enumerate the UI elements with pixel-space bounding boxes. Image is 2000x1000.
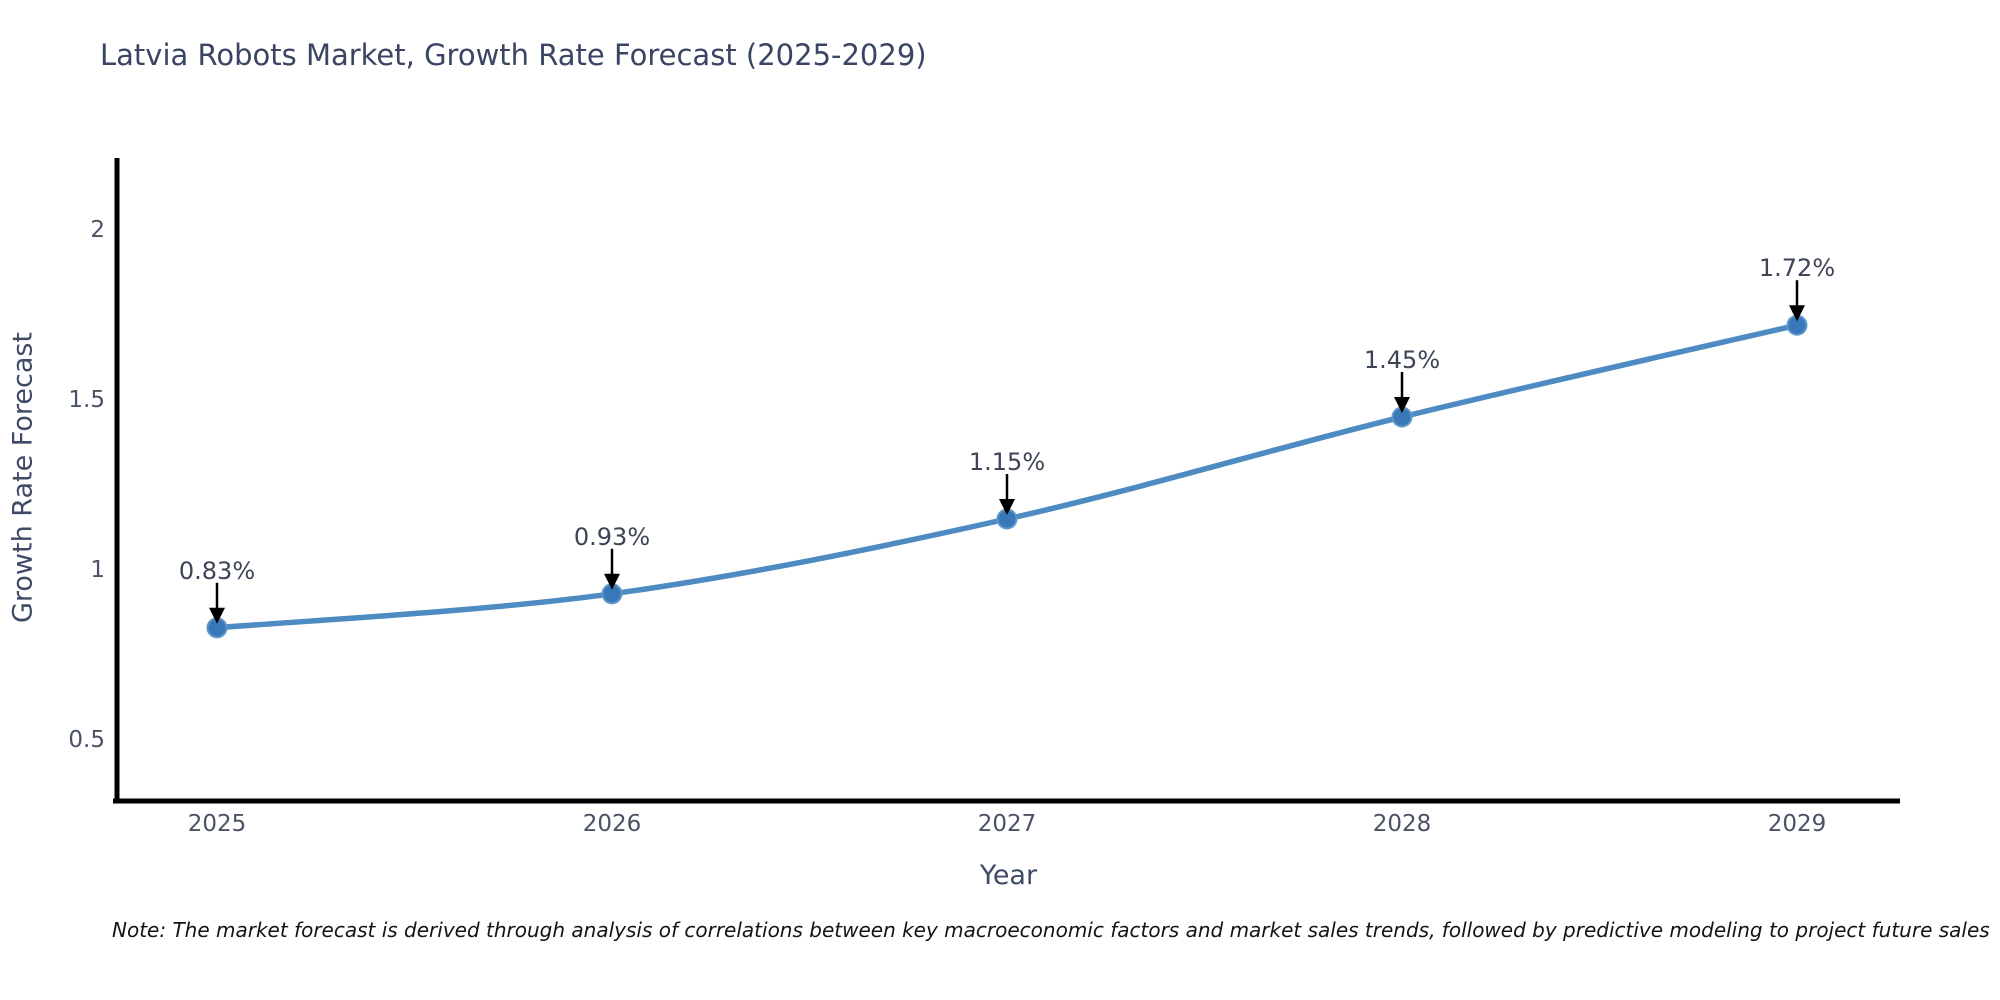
x-tick-label: 2026: [583, 811, 642, 837]
data-point-label: 1.72%: [1759, 254, 1835, 282]
annotation-arrowhead: [209, 607, 225, 624]
y-tick-label: 1: [90, 557, 105, 583]
data-point-label: 1.15%: [969, 448, 1045, 476]
annotation-arrowhead: [1789, 305, 1805, 322]
x-tick-label: 2029: [1768, 811, 1827, 837]
y-tick-label: 1.5: [68, 387, 105, 413]
y-tick-label: 2: [90, 217, 105, 243]
x-tick-label: 2028: [1373, 811, 1432, 837]
annotation-arrowhead: [1394, 397, 1410, 413]
chart-title: Latvia Robots Market, Growth Rate Foreca…: [100, 38, 927, 72]
data-point-label: 0.93%: [574, 523, 650, 551]
y-tick-label: 0.5: [68, 727, 105, 753]
x-tick-label: 2025: [188, 811, 247, 837]
data-point-label: 1.45%: [1364, 346, 1440, 374]
annotation-arrowhead: [999, 499, 1015, 515]
footnote: Note: The market forecast is derived thr…: [112, 918, 1990, 942]
x-tick-label: 2027: [978, 811, 1037, 837]
annotation-arrowhead: [604, 573, 620, 590]
x-axis-title: Year: [979, 860, 1038, 891]
data-point-label: 0.83%: [179, 557, 255, 585]
